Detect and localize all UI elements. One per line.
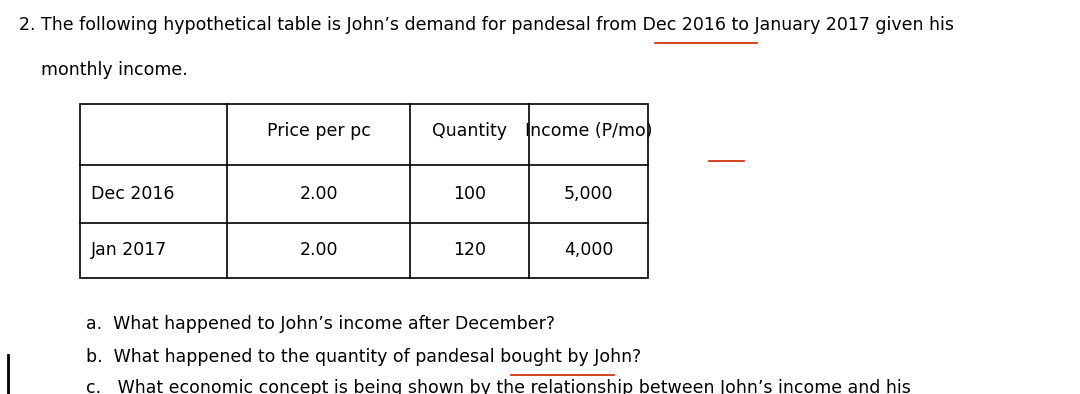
Bar bbox=[80, 104, 648, 278]
Text: 2. The following hypothetical table is John’s demand for pandesal from Dec 2016 : 2. The following hypothetical table is J… bbox=[19, 16, 955, 34]
Text: b.  What happened to the quantity of pandesal bought by John?: b. What happened to the quantity of pand… bbox=[86, 348, 642, 366]
Text: a.  What happened to John’s income after December?: a. What happened to John’s income after … bbox=[86, 315, 555, 333]
Text: 4,000: 4,000 bbox=[564, 241, 613, 259]
Text: Jan 2017: Jan 2017 bbox=[91, 241, 167, 259]
Text: Income (P/mo): Income (P/mo) bbox=[525, 122, 652, 140]
Text: 2.00: 2.00 bbox=[299, 241, 338, 259]
Text: 120: 120 bbox=[454, 241, 486, 259]
Text: 100: 100 bbox=[454, 185, 486, 203]
Text: 5,000: 5,000 bbox=[564, 185, 613, 203]
Text: Price per pc: Price per pc bbox=[267, 122, 370, 140]
Text: c.   What economic concept is being shown by the relationship between John’s inc: c. What economic concept is being shown … bbox=[86, 379, 912, 394]
Text: 2.00: 2.00 bbox=[299, 185, 338, 203]
Text: Dec 2016: Dec 2016 bbox=[91, 185, 174, 203]
Text: Quantity: Quantity bbox=[432, 122, 508, 140]
Text: monthly income.: monthly income. bbox=[19, 61, 188, 79]
